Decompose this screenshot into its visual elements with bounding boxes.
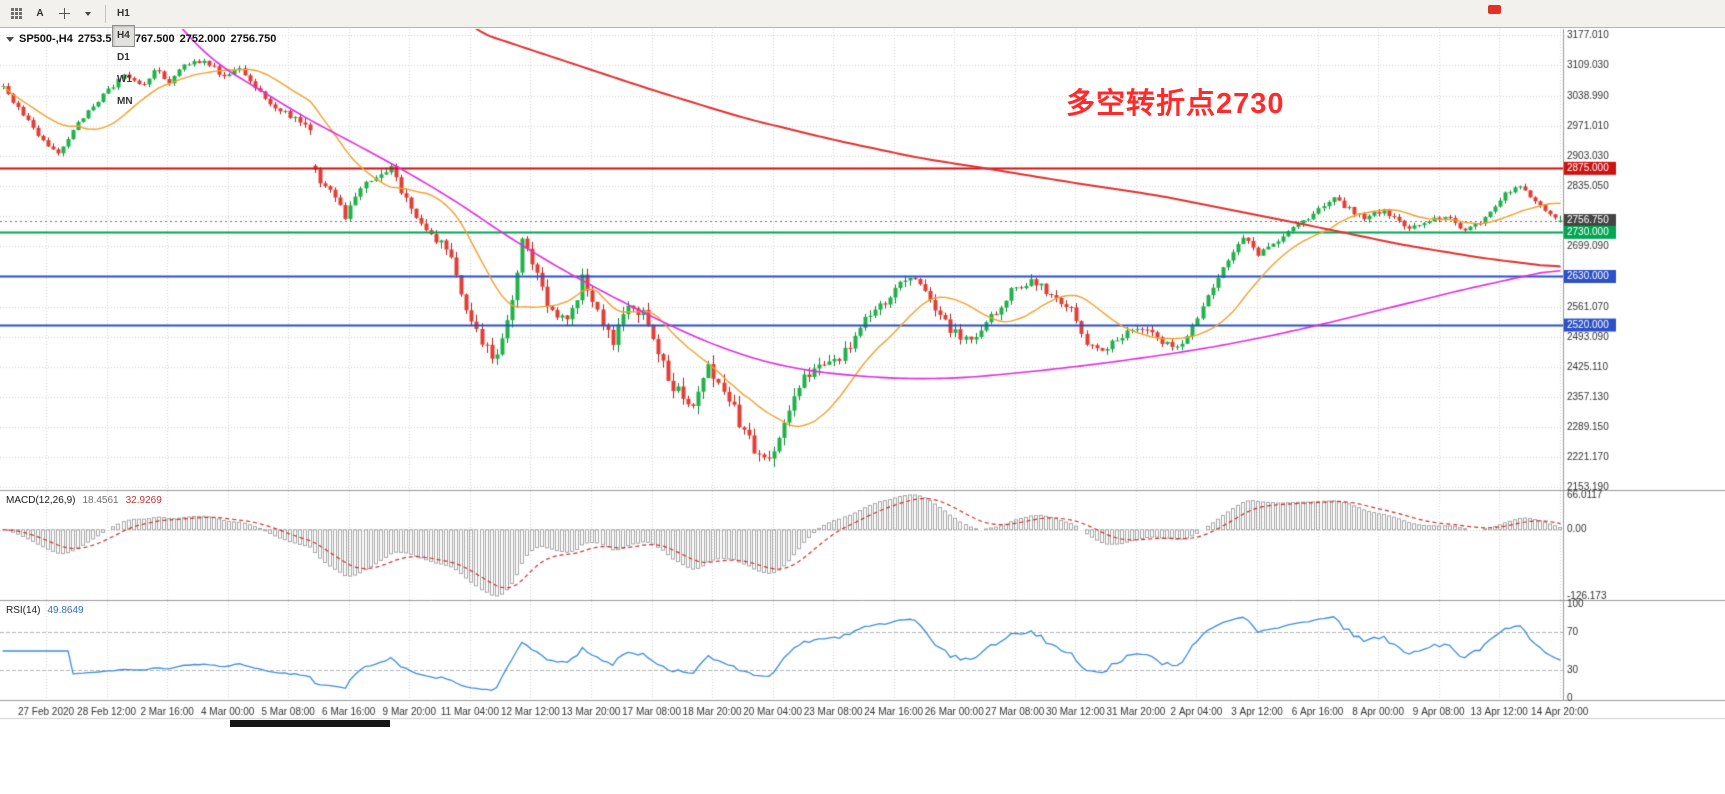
rsi-indicator-label: RSI(14) 49.8649 <box>6 605 84 616</box>
ohlc-low: 2752.000 <box>179 33 226 45</box>
timeframe-button-h1[interactable]: H1 <box>112 3 135 25</box>
tools-dropdown-button[interactable] <box>77 3 99 25</box>
macd-main-value: 18.4561 <box>82 495 119 506</box>
chart-title: SP500-,H4 2753.500 2767.500 2752.000 275… <box>6 33 276 45</box>
ohlc-close: 2756.750 <box>230 33 277 45</box>
chart-dropdown-icon[interactable] <box>6 36 14 42</box>
toolbar: A M1M5M15M30H1H4D1W1MN <box>0 0 1725 107</box>
grid-button[interactable] <box>5 3 27 25</box>
macd-indicator-label: MACD(12,26,9) 18.4561 32.9269 <box>6 495 162 506</box>
symbol-timeframe-label: SP500-,H4 <box>19 33 73 45</box>
alert-icon[interactable] <box>1488 5 1501 14</box>
timeframe-button-w1[interactable]: W1 <box>112 69 137 91</box>
crosshair-tool-button[interactable] <box>53 3 75 25</box>
macd-name: MACD(12,26,9) <box>6 495 76 506</box>
chevron-down-icon <box>85 11 91 16</box>
crosshair-icon <box>58 8 70 19</box>
timeframe-button-h4[interactable]: H4 <box>112 24 135 47</box>
horizontal-scrollbar-thumb[interactable] <box>230 720 390 727</box>
text-tool-label: A <box>36 8 44 19</box>
timeframe-button-group: M1M5M15M30H1H4D1W1MN <box>111 0 142 113</box>
rsi-value: 49.8649 <box>47 605 84 616</box>
grid-icon <box>10 8 22 19</box>
chart-annotation-text[interactable]: 多空转折点2730 <box>1066 88 1285 120</box>
ohlc-high: 2767.500 <box>128 33 175 45</box>
text-tool-button[interactable]: A <box>29 3 51 25</box>
timeframe-button-d1[interactable]: D1 <box>112 47 135 69</box>
toolbar-separator <box>105 4 106 23</box>
macd-signal-value: 32.9269 <box>125 495 162 506</box>
rsi-name: RSI(14) <box>6 605 41 616</box>
timeframe-button-mn[interactable]: MN <box>112 91 138 113</box>
